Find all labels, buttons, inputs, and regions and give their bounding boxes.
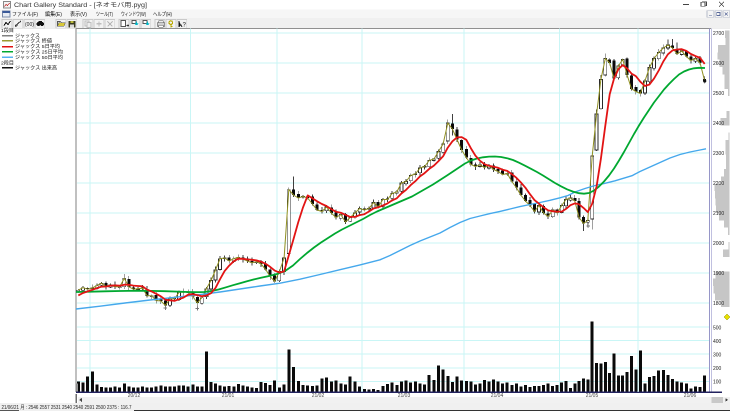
svg-text:2500: 2500	[713, 91, 724, 97]
svg-text:ジャックス 50日平均: ジャックス 50日平均	[15, 54, 63, 61]
svg-text:編集(E): 編集(E)	[45, 10, 62, 18]
svg-text:ジャックス 5日平均: ジャックス 5日平均	[15, 43, 60, 50]
svg-text:20/12: 20/12	[128, 393, 141, 399]
svg-text:ジャックス: ジャックス	[15, 33, 40, 39]
svg-text:21/04: 21/04	[491, 393, 504, 399]
svg-text:21/06: 21/06	[684, 393, 697, 399]
svg-text:21/06/21 月 : 2546 2557 2531 25: 21/06/21 月 : 2546 2557 2531 2540 2540 25…	[2, 404, 132, 411]
svg-text:200: 200	[713, 366, 722, 372]
svg-text:21/03: 21/03	[398, 393, 411, 399]
svg-text:ツール(T): ツール(T)	[96, 12, 113, 18]
svg-text:21/01: 21/01	[222, 393, 235, 399]
svg-text:1800: 1800	[713, 301, 724, 307]
svg-text:21/05: 21/05	[586, 393, 599, 399]
svg-text:300: 300	[713, 352, 722, 358]
svg-text:2300: 2300	[713, 151, 724, 157]
svg-text:1900: 1900	[713, 271, 724, 277]
svg-text:表示(V): 表示(V)	[70, 10, 87, 18]
svg-text:(00): (00)	[25, 22, 34, 28]
svg-text:2100: 2100	[713, 211, 724, 217]
svg-text:ファイル(F): ファイル(F)	[12, 11, 38, 18]
svg-text:2段目: 2段目	[1, 60, 14, 67]
svg-text:2400: 2400	[713, 121, 724, 127]
svg-text:400: 400	[713, 339, 722, 345]
svg-text:2000: 2000	[713, 241, 724, 247]
svg-text:21/02: 21/02	[312, 393, 325, 399]
svg-text:500: 500	[713, 325, 722, 331]
svg-text:ヘルプ(H): ヘルプ(H)	[153, 11, 172, 18]
svg-text:Chart Gallery Standard - [ネオモバ: Chart Gallery Standard - [ネオモバ用.pyg]	[14, 2, 147, 9]
svg-text:2700: 2700	[713, 31, 724, 37]
svg-text:ジャックス 終値: ジャックス 終値	[15, 38, 52, 45]
svg-text:?: ?	[183, 23, 187, 29]
svg-text:2200: 2200	[713, 181, 724, 187]
svg-text:ジャックス 25日平均: ジャックス 25日平均	[15, 49, 63, 56]
svg-text:ウィンドウ(W): ウィンドウ(W)	[121, 10, 146, 18]
svg-text:2600: 2600	[713, 61, 724, 67]
svg-text:1段目: 1段目	[1, 27, 14, 34]
svg-text:ジャックス 出来高: ジャックス 出来高	[15, 64, 57, 71]
svg-text:100: 100	[713, 380, 722, 386]
